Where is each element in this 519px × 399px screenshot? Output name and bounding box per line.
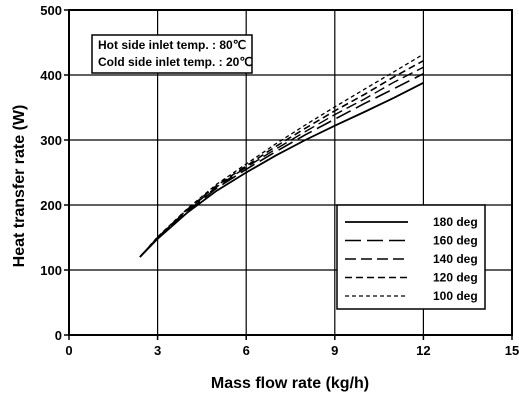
y-tick-label: 0 (55, 328, 62, 343)
series-line-100-deg (139, 53, 424, 258)
series-line-160-deg (139, 72, 424, 258)
annotation-hot-side: Hot side inlet temp. : 80℃ (98, 38, 246, 52)
x-tick-label: 9 (331, 343, 338, 358)
y-tick-label: 200 (40, 198, 62, 213)
y-tick-label: 500 (40, 3, 62, 18)
series-lines (139, 53, 424, 258)
legend-label: 120 deg (433, 271, 478, 285)
annotation-cold-side: Cold side inlet temp. : 20℃ (98, 55, 253, 69)
x-tick-label: 0 (65, 343, 72, 358)
axis-ticks: 0 3 6 9 12 15 0 100 200 300 400 500 (40, 3, 519, 358)
plot-frame (68, 9, 513, 336)
x-axis-title: Mass flow rate (kg/h) (211, 375, 369, 392)
y-tick-label: 100 (40, 263, 62, 278)
legend-label: 140 deg (433, 252, 478, 266)
series-line-120-deg (139, 59, 424, 258)
x-tick-label: 15 (505, 343, 519, 358)
y-tick-label: 400 (40, 68, 62, 83)
annotation-box: Hot side inlet temp. : 80℃ Cold side inl… (91, 34, 253, 74)
x-tick-label: 3 (154, 343, 161, 358)
legend-label: 100 deg (433, 289, 478, 303)
series-line-140-deg (139, 66, 424, 258)
legend-label: 180 deg (433, 215, 478, 229)
y-tick-label: 300 (40, 133, 62, 148)
annotation-frame (91, 34, 253, 74)
legend: 180 deg 160 deg 140 deg 120 deg 100 deg (336, 204, 486, 310)
y-axis-title: Heat transfer rate (W) (11, 105, 28, 268)
x-tick-label: 6 (243, 343, 250, 358)
legend-label: 160 deg (433, 234, 478, 248)
x-tick-label: 12 (416, 343, 430, 358)
